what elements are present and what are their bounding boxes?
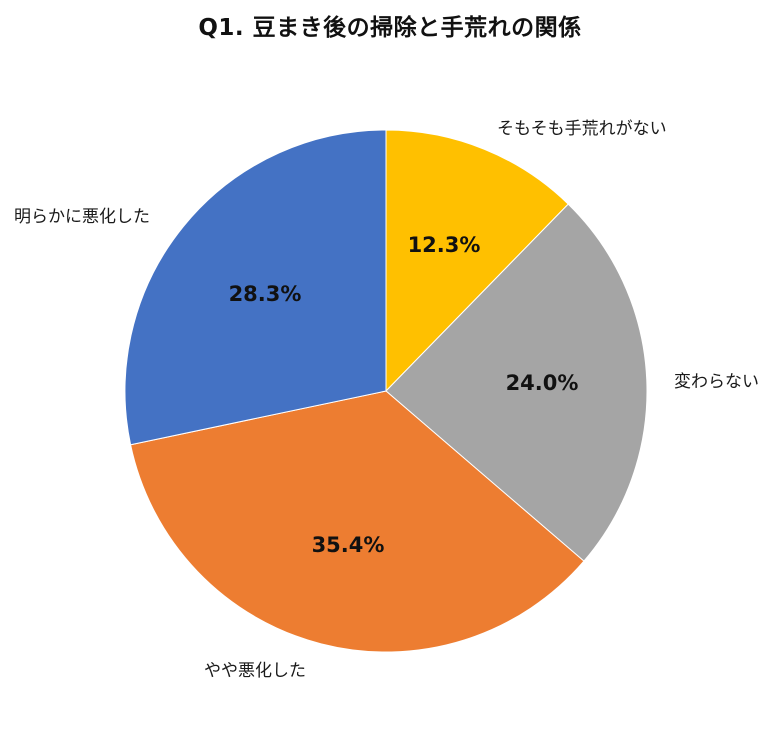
label-unchanged: 変わらない [674,372,759,392]
label-no-rough-hands: そもそも手荒れがない [497,119,667,139]
chart-title: Q1. 豆まき後の掃除と手荒れの関係 [198,15,582,41]
pct-slightly-worse: 35.4% [311,533,385,557]
pct-clearly-worse: 28.3% [228,282,302,306]
slice-no-rough-hands [385,129,569,393]
pct-no-rough-hands: 12.3% [407,233,481,257]
pct-unchanged: 24.0% [505,371,579,395]
label-slightly-worse: やや悪化した [204,661,306,681]
label-clearly-worse: 明らかに悪化した [14,207,150,227]
slice-slightly-worse [129,390,585,653]
slice-clearly-worse [124,129,387,446]
slice-unchanged [385,203,648,562]
